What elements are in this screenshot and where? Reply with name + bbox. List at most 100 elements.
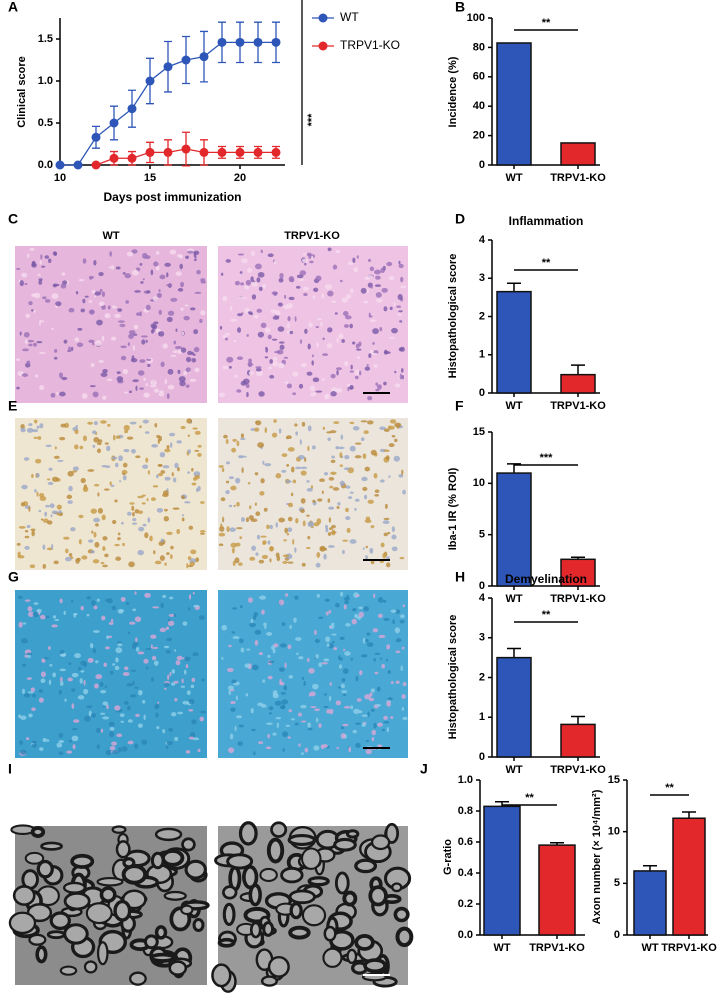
cell bbox=[185, 749, 191, 754]
cell bbox=[145, 339, 148, 343]
cell bbox=[71, 672, 79, 678]
cell bbox=[95, 674, 103, 680]
cell bbox=[377, 722, 383, 727]
axon bbox=[301, 904, 327, 927]
cell bbox=[114, 313, 121, 319]
cell bbox=[354, 455, 362, 459]
cell bbox=[134, 591, 137, 595]
cell bbox=[345, 507, 349, 513]
cell bbox=[116, 376, 124, 382]
cell bbox=[26, 253, 30, 258]
cell bbox=[259, 595, 267, 600]
cell bbox=[341, 690, 348, 694]
cell bbox=[295, 285, 301, 289]
cell bbox=[366, 642, 374, 647]
cell bbox=[383, 306, 388, 312]
cell bbox=[26, 360, 31, 366]
cell bbox=[98, 301, 105, 307]
cell bbox=[153, 660, 159, 666]
cell bbox=[265, 746, 272, 750]
cell bbox=[147, 364, 151, 368]
y-tick-label: 80 bbox=[473, 41, 485, 53]
cell bbox=[116, 371, 121, 375]
cell bbox=[349, 445, 356, 452]
cell bbox=[279, 678, 282, 685]
cell bbox=[399, 346, 405, 352]
cell bbox=[248, 370, 254, 376]
cell bbox=[386, 261, 393, 267]
cell bbox=[332, 264, 338, 270]
cell bbox=[370, 284, 373, 289]
cell bbox=[21, 663, 27, 667]
cell bbox=[388, 275, 395, 280]
cell bbox=[129, 390, 133, 394]
axon bbox=[154, 827, 183, 842]
cell bbox=[389, 306, 393, 311]
significance-label: *** bbox=[306, 113, 318, 127]
cell bbox=[46, 520, 53, 525]
cell bbox=[311, 354, 314, 358]
cell bbox=[197, 452, 202, 457]
cell bbox=[329, 682, 332, 686]
cell bbox=[181, 514, 185, 517]
cell bbox=[154, 422, 158, 428]
point bbox=[181, 55, 191, 65]
cell bbox=[228, 504, 233, 508]
cell bbox=[27, 611, 35, 617]
cell bbox=[230, 485, 237, 491]
cell bbox=[336, 367, 342, 371]
cell bbox=[84, 295, 89, 298]
cell bbox=[42, 296, 47, 300]
cell bbox=[169, 554, 173, 560]
cell bbox=[122, 671, 130, 676]
cell bbox=[254, 472, 259, 476]
x-tick-label: TRPV1-KO bbox=[550, 172, 606, 184]
cell bbox=[78, 538, 82, 545]
cell bbox=[184, 304, 189, 307]
cell bbox=[235, 527, 243, 530]
cell bbox=[334, 603, 340, 608]
cell bbox=[71, 703, 75, 710]
cell bbox=[164, 687, 167, 691]
y-tick-label: 3 bbox=[479, 632, 485, 644]
cell bbox=[63, 610, 66, 616]
cell bbox=[162, 465, 170, 469]
cell bbox=[310, 392, 317, 397]
cell bbox=[295, 466, 302, 470]
cell bbox=[394, 438, 398, 443]
cell bbox=[95, 660, 99, 664]
cell bbox=[167, 310, 175, 316]
cell bbox=[231, 631, 236, 634]
cell bbox=[77, 666, 82, 671]
cell bbox=[300, 466, 308, 470]
cell bbox=[255, 366, 262, 369]
cell bbox=[289, 625, 292, 630]
cell bbox=[193, 258, 197, 262]
cell bbox=[250, 428, 255, 431]
cell bbox=[330, 459, 336, 464]
cell bbox=[165, 745, 169, 749]
cell bbox=[115, 647, 123, 654]
cell bbox=[334, 312, 338, 315]
cell bbox=[251, 250, 255, 257]
cell bbox=[231, 547, 235, 554]
cell bbox=[120, 355, 127, 361]
cell bbox=[361, 714, 368, 717]
cell bbox=[337, 686, 342, 689]
cell bbox=[332, 472, 335, 475]
y-tick-label: 20 bbox=[473, 130, 485, 142]
cell bbox=[19, 331, 22, 336]
cell bbox=[218, 543, 224, 547]
cell bbox=[65, 548, 69, 554]
cell bbox=[102, 395, 107, 400]
cell bbox=[115, 462, 119, 468]
cell bbox=[152, 296, 158, 302]
cell bbox=[328, 517, 332, 523]
cell bbox=[228, 747, 235, 754]
cell bbox=[228, 365, 232, 369]
cell bbox=[327, 247, 332, 252]
cell bbox=[167, 384, 175, 390]
cell bbox=[267, 675, 273, 680]
cell bbox=[318, 662, 323, 668]
cell bbox=[185, 255, 189, 259]
